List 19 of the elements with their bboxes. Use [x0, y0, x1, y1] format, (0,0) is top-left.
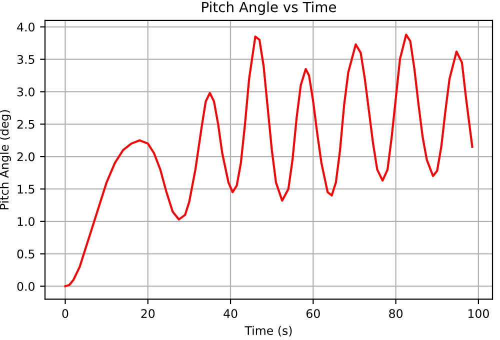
- x-axis-title: Time (s): [244, 326, 292, 336]
- x-tick-label: 20: [141, 309, 155, 318]
- y-tick-label: 1.0: [18, 217, 34, 226]
- y-tick-label: 0.0: [17, 282, 34, 291]
- x-tick-label: 40: [224, 309, 238, 318]
- y-tick-label: 3.5: [17, 55, 34, 64]
- line-series: [64, 34, 474, 288]
- x-tick-label: 100: [468, 309, 489, 318]
- y-tick-label: 2.0: [17, 152, 34, 162]
- x-tick-label: 80: [389, 309, 403, 318]
- x-tick-label: 60: [306, 309, 320, 318]
- y-tick-label: 1.5: [18, 184, 34, 194]
- x-tick-label: 0: [62, 309, 68, 318]
- y-tick-label: 3.0: [17, 87, 34, 96]
- chart-title: Pitch Angle vs Time: [202, 2, 336, 15]
- y-tick-label: 2.5: [17, 120, 34, 129]
- y-tick-label: 4.0: [17, 22, 34, 32]
- y-axis-title: Pitch Angle (deg): [0, 110, 11, 210]
- y-tick-label: 0.5: [17, 250, 34, 258]
